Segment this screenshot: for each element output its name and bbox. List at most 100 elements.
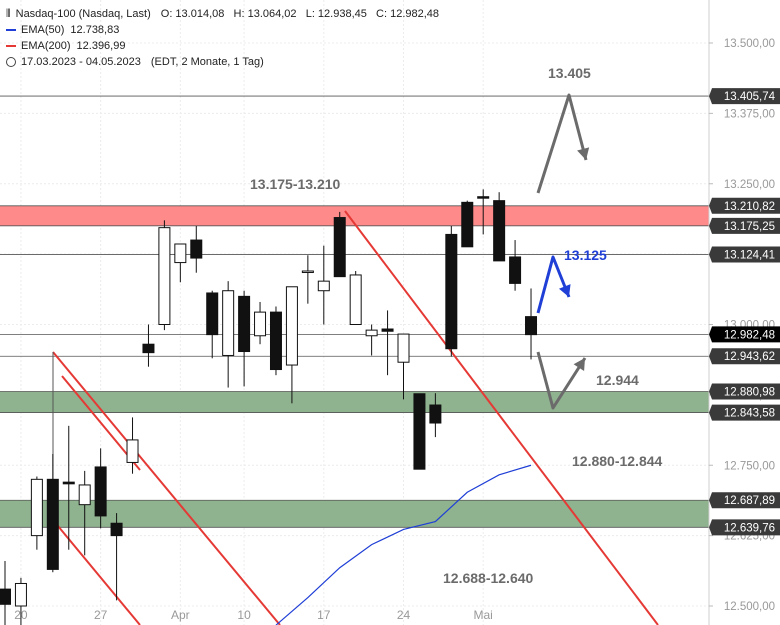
channel-line [52, 519, 141, 625]
legend-ema200-row[interactable]: EMA(200) 12.396,99 [6, 38, 439, 54]
candle [381, 310, 394, 376]
arrow-down-scenario [536, 351, 587, 410]
price-tag-label: 13.175,25 [724, 221, 775, 233]
candle [174, 243, 187, 283]
x-tick-label: Apr [171, 608, 190, 622]
candle-body-down [509, 256, 522, 284]
candle-body-down [429, 404, 442, 424]
candle [206, 290, 219, 359]
y-tick-label: 13.500,00 [724, 38, 775, 50]
candle-body-down [190, 239, 203, 259]
candle [190, 225, 203, 273]
candle [14, 577, 27, 625]
candle-body-up [30, 478, 43, 537]
arrow-up-scenario [536, 93, 588, 194]
scenario-arrows [536, 93, 590, 410]
level-price-tags: 13.405,74 13.210,82 13.175,25 13.124,41 12.9… [709, 88, 780, 536]
price-tag: 12.843,58 [709, 404, 780, 421]
candle [0, 560, 11, 625]
candle-body-up [158, 227, 171, 325]
channel-line [52, 351, 281, 625]
candle-body-down [0, 588, 11, 605]
price-tag-background [709, 404, 780, 421]
ema50-line [275, 464, 532, 625]
channel-layer [52, 210, 659, 625]
candle [509, 240, 522, 291]
chart-annotation: 12.944 [596, 372, 639, 388]
candle-body-up [78, 484, 91, 506]
range-meta: (EDT, 2 Monate, 1 Tag) [150, 56, 264, 68]
legend-ema50-row[interactable]: EMA(50) 12.738,83 [6, 22, 439, 38]
candle [62, 425, 75, 550]
price-tag-label: 13.210,82 [724, 201, 775, 213]
x-tick-label: 17 [317, 608, 331, 622]
price-tag-background [709, 492, 780, 509]
price-tag: 12.687,89 [709, 492, 780, 509]
y-tick-label: 12.500,00 [724, 601, 775, 613]
legend-range-row: 17.03.2023 - 04.05.2023 (EDT, 2 Monate, … [6, 54, 439, 70]
price-tag: 13.175,25 [709, 217, 780, 234]
candle-body-down [493, 200, 506, 262]
candle-body-up [222, 290, 235, 356]
candle-body-up [254, 311, 267, 337]
price-tag-background [709, 197, 780, 214]
candle-body-up [301, 270, 314, 274]
arrow-up-scenario-head [577, 147, 590, 160]
candle [46, 453, 59, 573]
candle-body-down [445, 233, 458, 350]
candle [445, 225, 458, 357]
levels-layer [0, 95, 709, 528]
candle-body-down [206, 292, 219, 336]
candle-body-down [461, 201, 474, 248]
candle-body-down [142, 343, 155, 354]
ema50-label: EMA(50) [21, 24, 65, 36]
chart-annotation: 13.175-13.210 [250, 176, 341, 192]
x-tick-label: 10 [237, 608, 251, 622]
instrument-name: Nasdaq-100 (Nasdaq, Last) [15, 8, 151, 20]
candle-body-down [110, 522, 123, 537]
candle-body-down [238, 295, 251, 353]
chart-annotation: 13.405 [548, 65, 591, 81]
channel-line [344, 210, 659, 625]
price-tag: 13.124,41 [709, 246, 780, 263]
price-tag: 13.405,74 [709, 88, 780, 105]
price-tag-label: 12.687,89 [724, 495, 775, 507]
x-tick-label: 27 [94, 608, 108, 622]
candle [222, 281, 235, 388]
ohlc-values: O: 13.014,08 H: 13.064,02 L: 12.938,45 C… [160, 8, 440, 20]
legend-instrument-row: ⫴ Nasdaq-100 (Nasdaq, Last) O: 13.014,08… [6, 6, 439, 22]
price-tag: 12.982,48 [709, 326, 780, 343]
price-tag: 12.639,76 [709, 519, 780, 536]
candle [269, 306, 282, 376]
x-tick-label: Mai [474, 608, 493, 622]
ema200-value: 12.396,99 [76, 40, 126, 52]
price-tag-label: 12.843,58 [724, 408, 775, 420]
candle-body-down [62, 481, 75, 485]
candle [349, 271, 362, 325]
price-tag-background [709, 348, 780, 365]
candle [317, 245, 330, 325]
price-tag-label: 12.639,76 [724, 522, 775, 534]
arrow-blue-scenario-head [558, 284, 571, 297]
candle [301, 255, 314, 304]
chart-legend: ⫴ Nasdaq-100 (Nasdaq, Last) O: 13.014,08… [6, 6, 439, 70]
price-tag-background [709, 519, 780, 536]
price-tag-label: 13.405,74 [724, 91, 776, 103]
chart-annotation: 13.125 [564, 247, 607, 263]
price-tag: 13.210,82 [709, 197, 780, 214]
candle [94, 448, 107, 529]
arrow-down-scenario-head [573, 358, 585, 371]
candle [365, 324, 378, 356]
y-tick-label: 12.750,00 [724, 460, 775, 472]
candle [110, 513, 123, 601]
price-tag-label: 12.880,98 [724, 387, 775, 399]
candles-layer [0, 189, 538, 625]
date-range: 17.03.2023 - 04.05.2023 [21, 56, 141, 68]
candle-body-down [333, 217, 346, 278]
candle-body-down [269, 311, 282, 371]
candle-body-up [174, 243, 187, 264]
candle [254, 301, 267, 345]
candle-body-up [126, 439, 139, 463]
ema50-value: 12.738,83 [70, 24, 120, 36]
price-zone [0, 391, 709, 413]
